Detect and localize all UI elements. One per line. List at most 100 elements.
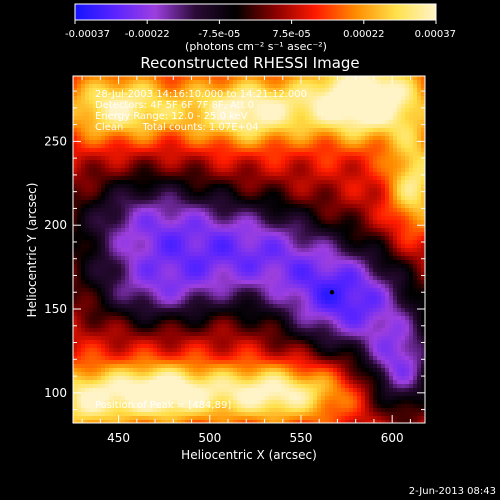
heatmap-cell	[161, 268, 166, 273]
heatmap-cell	[241, 292, 246, 297]
heatmap-cell	[217, 124, 222, 129]
heatmap-cell	[189, 284, 194, 289]
heatmap-cell	[161, 160, 166, 165]
heatmap-cell	[225, 212, 230, 217]
heatmap-cell	[205, 76, 210, 81]
heatmap-cell	[289, 92, 294, 97]
heatmap-cell	[153, 148, 158, 153]
heatmap-cell	[333, 96, 338, 101]
heatmap-cell	[289, 188, 294, 193]
heatmap-cell	[225, 76, 230, 81]
heatmap-cell	[93, 280, 98, 285]
heatmap-cell	[333, 188, 338, 193]
heatmap-cell	[277, 160, 282, 165]
heatmap-cell	[385, 132, 390, 137]
heatmap-cell	[229, 188, 234, 193]
heatmap-cell	[105, 248, 110, 253]
heatmap-cell	[397, 268, 402, 273]
heatmap-cell	[109, 112, 114, 117]
heatmap-cell	[205, 156, 210, 161]
heatmap-cell	[73, 248, 78, 253]
heatmap-cell	[169, 236, 174, 241]
heatmap-cell	[393, 88, 398, 93]
heatmap-cell	[101, 128, 106, 133]
heatmap-cell	[149, 120, 154, 125]
heatmap-cell	[333, 132, 338, 137]
heatmap-cell	[253, 260, 258, 265]
heatmap-cell	[221, 112, 226, 117]
heatmap-cell	[201, 108, 206, 113]
heatmap-cell	[205, 192, 210, 197]
heatmap-cell	[337, 204, 342, 209]
heatmap-cell	[277, 216, 282, 221]
heatmap-cell	[129, 96, 134, 101]
heatmap-cell	[381, 136, 386, 141]
heatmap-cell	[305, 272, 310, 277]
heatmap-cell	[301, 176, 306, 181]
heatmap-cell	[353, 224, 358, 229]
heatmap-cell	[365, 148, 370, 153]
heatmap-cell	[397, 216, 402, 221]
heatmap-cell	[317, 220, 322, 225]
heatmap-cell	[325, 108, 330, 113]
heatmap-cell	[161, 288, 166, 293]
heatmap-cell	[329, 140, 334, 145]
heatmap-cell	[253, 152, 258, 157]
heatmap-cell	[245, 136, 250, 141]
heatmap-cell	[289, 220, 294, 225]
heatmap-cell	[325, 272, 330, 277]
heatmap-cell	[297, 172, 302, 177]
heatmap-cell	[113, 104, 118, 109]
heatmap-cell	[177, 228, 182, 233]
heatmap-cell	[77, 264, 82, 269]
heatmap-cell	[125, 204, 130, 209]
heatmap-cell	[393, 224, 398, 229]
heatmap-cell	[221, 268, 226, 273]
heatmap-cell	[321, 96, 326, 101]
heatmap-cell	[257, 216, 262, 221]
heatmap-cell	[261, 296, 266, 301]
heatmap-cell	[345, 92, 350, 97]
heatmap-cell	[357, 116, 362, 121]
heatmap-cell	[261, 164, 266, 169]
heatmap-cell	[249, 124, 254, 129]
heatmap-cell	[113, 76, 118, 81]
heatmap-cell	[93, 192, 98, 197]
heatmap-cell	[309, 144, 314, 149]
heatmap-cell	[141, 96, 146, 101]
heatmap-cell	[325, 136, 330, 141]
heatmap-cell	[289, 156, 294, 161]
heatmap-cell	[209, 196, 214, 201]
heatmap-cell	[285, 224, 290, 229]
heatmap-cell	[289, 116, 294, 121]
heatmap-cell	[285, 92, 290, 97]
heatmap-cell	[213, 248, 218, 253]
heatmap-cell	[101, 248, 106, 253]
heatmap-cell	[141, 156, 146, 161]
heatmap-cell	[209, 92, 214, 97]
heatmap-cell	[353, 248, 358, 253]
heatmap-cell	[165, 140, 170, 145]
heatmap-cell	[369, 288, 374, 293]
heatmap-cell	[169, 132, 174, 137]
heatmap-cell	[345, 232, 350, 237]
heatmap-cell	[301, 168, 306, 173]
heatmap-cell	[241, 108, 246, 113]
heatmap-cell	[421, 208, 425, 213]
heatmap-cell	[89, 180, 94, 185]
heatmap-cell	[141, 204, 146, 209]
heatmap-cell	[205, 88, 210, 93]
heatmap-cell	[189, 208, 194, 213]
heatmap-cell	[185, 200, 190, 205]
heatmap-cell	[181, 272, 186, 277]
heatmap-cell	[221, 272, 226, 277]
heatmap-cell	[137, 216, 142, 221]
heatmap-cell	[89, 256, 94, 261]
heatmap-cell	[333, 144, 338, 149]
heatmap-cell	[281, 232, 286, 237]
heatmap-cell	[317, 272, 322, 277]
heatmap-cell	[413, 164, 418, 169]
heatmap-cell	[361, 284, 366, 289]
heatmap-cell	[297, 124, 302, 129]
heatmap-cell	[173, 236, 178, 241]
